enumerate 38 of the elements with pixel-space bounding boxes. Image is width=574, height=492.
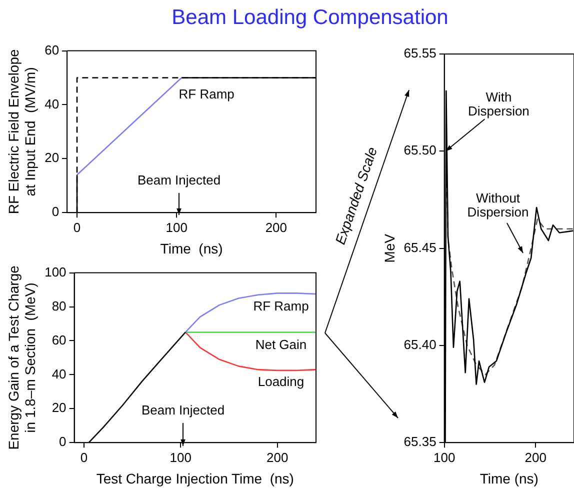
y-tick-label: 20 [44,150,60,166]
annotation: With Dispersion [468,90,530,119]
y-tick-label: 40 [52,366,66,382]
annotation: Without Dispersion [467,190,529,220]
y-tick-label: 65.50 [404,142,436,158]
annotation: Beam Injected [141,402,225,418]
x-tick-label: 100 [433,450,456,465]
y-tick-label: 65.35 [404,434,436,450]
series-label: RF Ramp [178,86,234,102]
x-axis-title: Test Charge Injection Time (ns) [96,470,294,486]
x-tick-label: 200 [266,450,288,465]
y-tick-label: 0 [52,204,60,220]
x-tick-label: 200 [265,220,288,235]
x-tick-label: 100 [170,450,192,465]
y-tick-label: 100 [44,264,66,280]
y-tick-label: 60 [52,332,66,348]
y-axis-title: MeV [381,233,398,263]
y-axis-title: Energy Gain of a Test Charge in 1.8–m Section (MeV) [5,265,38,450]
y-tick-label: 65.45 [404,240,436,255]
x-tick-label: 0 [73,220,81,235]
y-tick-label: 0 [59,434,66,450]
x-tick-label: 0 [80,450,88,465]
series-label: RF Ramp [253,298,309,314]
y-tick-label: 20 [52,400,66,416]
x-axis-title: Time (ns) [480,470,538,486]
chart-title: Beam Loading Compensation [170,6,450,30]
x-tick-label: 200 [524,450,546,465]
y-tick-label: 65.40 [404,337,436,352]
series-label: Net Gain [255,336,307,352]
x-tick-label: 100 [166,220,188,235]
series-label: Loading [258,374,304,390]
y-axis-title: RF Electric Field Envelope at Input End (MV/m) [5,49,38,214]
y-tick-label: 80 [52,298,66,314]
y-tick-label: 60 [44,42,60,58]
x-axis-title: Time (ns) [160,240,223,256]
annotation: Beam Injected [137,172,221,188]
y-tick-label: 65.55 [404,46,436,61]
y-tick-label: 40 [44,96,60,112]
